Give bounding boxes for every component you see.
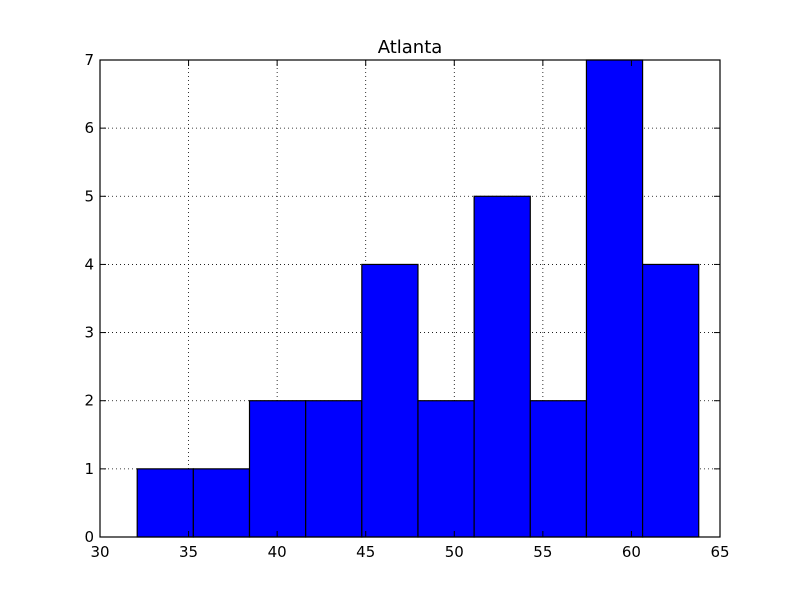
- histogram-bar: [585, 59, 644, 538]
- histogram-bar: [248, 400, 307, 538]
- y-tick-label: 6: [84, 119, 94, 137]
- y-axis-ticks: 0 1 2 3 4 5 6 7: [84, 51, 720, 546]
- y-tick-label: 7: [84, 51, 94, 69]
- x-tick-label: 55: [533, 543, 552, 561]
- histogram-bar: [361, 263, 419, 538]
- y-tick-label: 0: [84, 528, 94, 546]
- x-tick-label: 65: [710, 543, 729, 561]
- chart-title: Atlanta: [378, 37, 443, 58]
- histogram-bar: [305, 400, 363, 538]
- x-tick-label: 35: [179, 543, 198, 561]
- x-tick-label: 50: [445, 543, 464, 561]
- y-tick-label: 4: [84, 255, 94, 273]
- histogram-bar: [136, 468, 194, 538]
- x-tick-label: 45: [356, 543, 375, 561]
- y-tick-label: 3: [84, 324, 94, 342]
- histogram-bar: [473, 195, 531, 538]
- histogram-bar: [417, 400, 475, 538]
- x-tick-label: 40: [268, 543, 287, 561]
- axes: [99, 59, 721, 538]
- x-axis-ticks: 30 35 40 45 50 55 60 65: [90, 60, 730, 561]
- x-tick-label: 60: [622, 543, 641, 561]
- histogram-bars: [136, 59, 700, 538]
- histogram-bar: [529, 400, 588, 538]
- histogram-bar: [192, 468, 251, 538]
- y-tick-label: 1: [84, 460, 94, 478]
- y-tick-label: 2: [84, 392, 94, 410]
- histogram-bar: [641, 263, 700, 538]
- plot-frame: [99, 59, 721, 538]
- x-tick-label: 30: [90, 543, 109, 561]
- y-tick-label: 5: [84, 187, 94, 205]
